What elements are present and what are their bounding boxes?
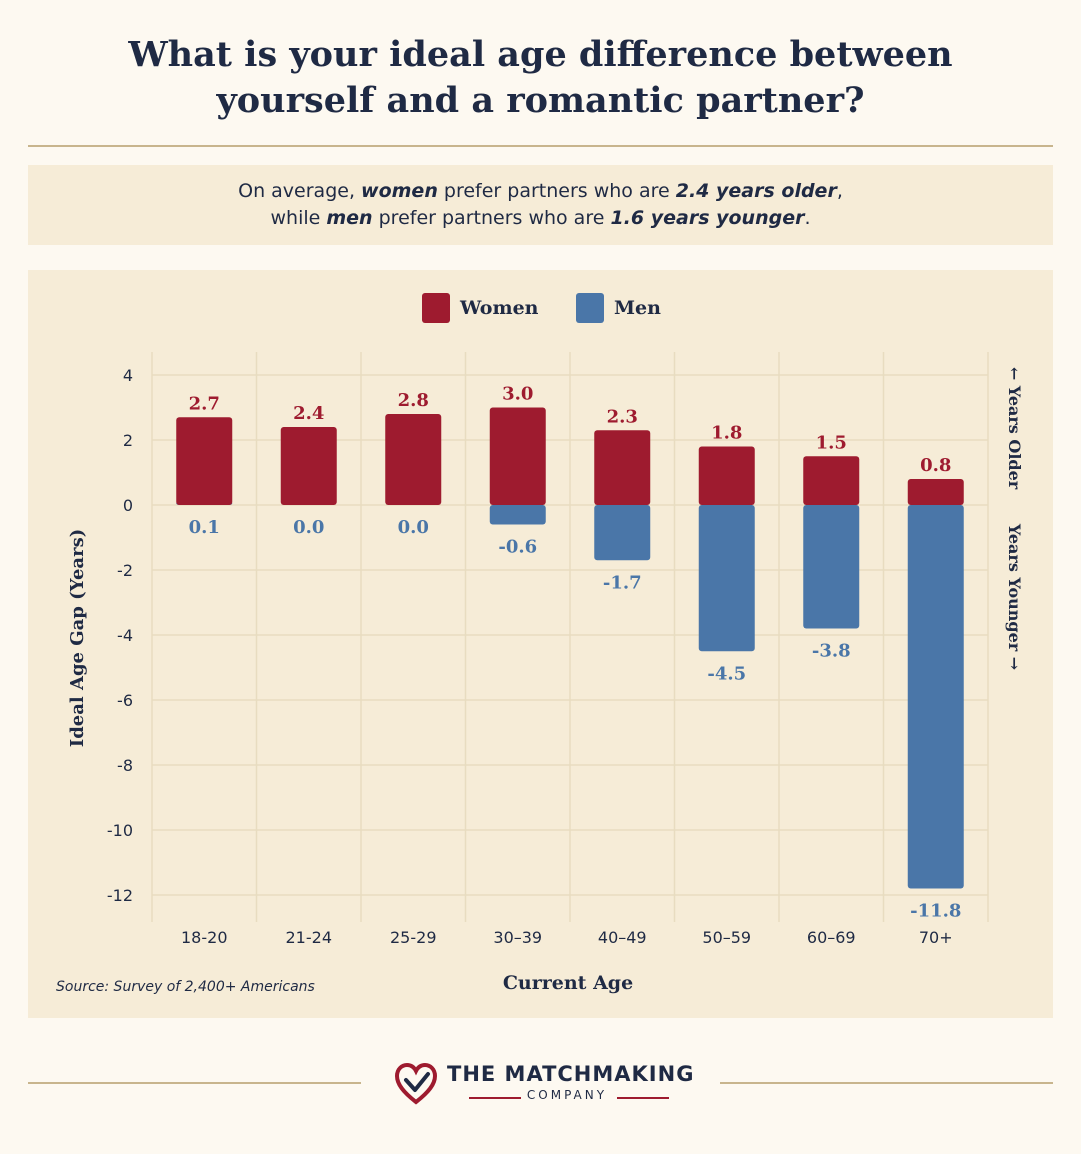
- y-tick-label: -4: [117, 626, 133, 645]
- x-tick-label: 18-20: [181, 928, 228, 947]
- summary-emphasis-women-value: 2.4 years older: [675, 180, 837, 202]
- y-tick-label: 0: [123, 496, 133, 515]
- legend-label-men: Men: [614, 297, 661, 319]
- bar-men: [698, 505, 755, 652]
- bar-men: [907, 505, 964, 889]
- summary-text: prefer partners who are: [372, 207, 611, 229]
- bar-women: [907, 479, 964, 505]
- data-label-men: 0.0: [398, 517, 429, 538]
- bottom-divider-left: [28, 1082, 361, 1084]
- brand-dash-right: [617, 1097, 669, 1099]
- summary-text: ,: [836, 180, 843, 202]
- x-axis-label: Current Age: [502, 972, 634, 994]
- y-tick-label: -8: [117, 756, 133, 775]
- brand-subtitle: COMPANY: [526, 1088, 608, 1102]
- y-axis-label: Ideal Age Gap (Years): [67, 529, 88, 747]
- data-label-women: 3.0: [502, 384, 533, 405]
- y-tick-label: -6: [117, 691, 133, 710]
- x-tick-label: 60–69: [807, 928, 856, 947]
- bottom-divider-right: [720, 1082, 1053, 1084]
- bar-women: [803, 456, 860, 505]
- data-label-women: 1.8: [711, 423, 742, 444]
- bar-men: [803, 505, 860, 629]
- x-tick-label: 50–59: [702, 928, 751, 947]
- summary-text: On average,: [238, 180, 362, 202]
- x-tick-label: 21-24: [286, 928, 333, 947]
- bar-women: [594, 430, 651, 505]
- data-label-women: 2.8: [398, 390, 429, 411]
- title-line-2: yourself and a romantic partner?: [216, 80, 865, 121]
- data-label-men: 0.1: [189, 517, 220, 538]
- x-tick-label: 70+: [919, 928, 953, 947]
- y-tick-label: -12: [107, 886, 133, 905]
- x-tick-label: 25-29: [390, 928, 437, 947]
- data-label-men: -0.6: [498, 537, 537, 558]
- y-tick-label: 4: [123, 366, 133, 385]
- legend-item-men: Men: [576, 292, 661, 324]
- side-label-older: ← Years Older: [1005, 367, 1024, 490]
- bar-women: [280, 427, 337, 505]
- bar-women: [698, 446, 755, 505]
- summary-text: .: [804, 207, 811, 229]
- summary-emphasis-men: men: [326, 207, 373, 229]
- chart-title: What is your ideal age difference betwee…: [0, 32, 1081, 124]
- legend-swatch-men: [576, 293, 604, 323]
- heart-check-icon: [395, 1062, 437, 1105]
- data-label-women: 1.5: [816, 432, 847, 453]
- title-line-1: What is your ideal age difference betwee…: [128, 34, 953, 75]
- x-tick-label: 30–39: [493, 928, 542, 947]
- data-label-women: 2.3: [607, 406, 638, 427]
- bar-women: [489, 407, 546, 505]
- data-label-women: 2.7: [189, 393, 220, 414]
- summary-line-2: while men prefer partners who are 1.6 ye…: [28, 205, 1053, 232]
- chart-legend: Women Men: [0, 292, 1081, 326]
- data-label-men: -3.8: [812, 641, 851, 662]
- brand-dash-left: [469, 1097, 521, 1099]
- summary-text: prefer partners who are: [437, 180, 676, 202]
- data-label-women: 2.4: [293, 403, 324, 424]
- y-tick-label: 2: [123, 431, 133, 450]
- bar-men: [489, 505, 546, 525]
- summary-text: while: [270, 207, 327, 229]
- data-label-men: -4.5: [707, 663, 746, 684]
- x-tick-label: 40–49: [598, 928, 647, 947]
- summary-line-1: On average, women prefer partners who ar…: [28, 178, 1053, 205]
- bar-women: [385, 414, 442, 505]
- legend-swatch-women: [422, 293, 450, 323]
- summary-emphasis-women: women: [361, 180, 438, 202]
- brand-logo: THE MATCHMAKING COMPANY: [395, 1060, 695, 1110]
- chart-panel: [28, 270, 1053, 1018]
- summary-box: On average, women prefer partners who ar…: [28, 165, 1053, 245]
- legend-item-women: Women: [422, 292, 538, 324]
- data-label-women: 0.8: [920, 455, 951, 476]
- side-label-younger: Years Younger →: [1005, 523, 1024, 670]
- summary-emphasis-men-value: 1.6 years younger: [610, 207, 805, 229]
- brand-name: THE MATCHMAKING: [447, 1062, 695, 1086]
- source-note: Source: Survey of 2,400+ Americans: [56, 979, 315, 995]
- bar-men: [594, 505, 651, 561]
- legend-label-women: Women: [460, 297, 539, 319]
- top-divider: [28, 145, 1053, 147]
- y-tick-label: -2: [117, 561, 133, 580]
- y-tick-label: -10: [107, 821, 133, 840]
- data-label-men: -11.8: [910, 901, 961, 922]
- data-label-men: 0.0: [293, 517, 324, 538]
- data-label-men: -1.7: [603, 572, 642, 593]
- bar-women: [176, 417, 233, 505]
